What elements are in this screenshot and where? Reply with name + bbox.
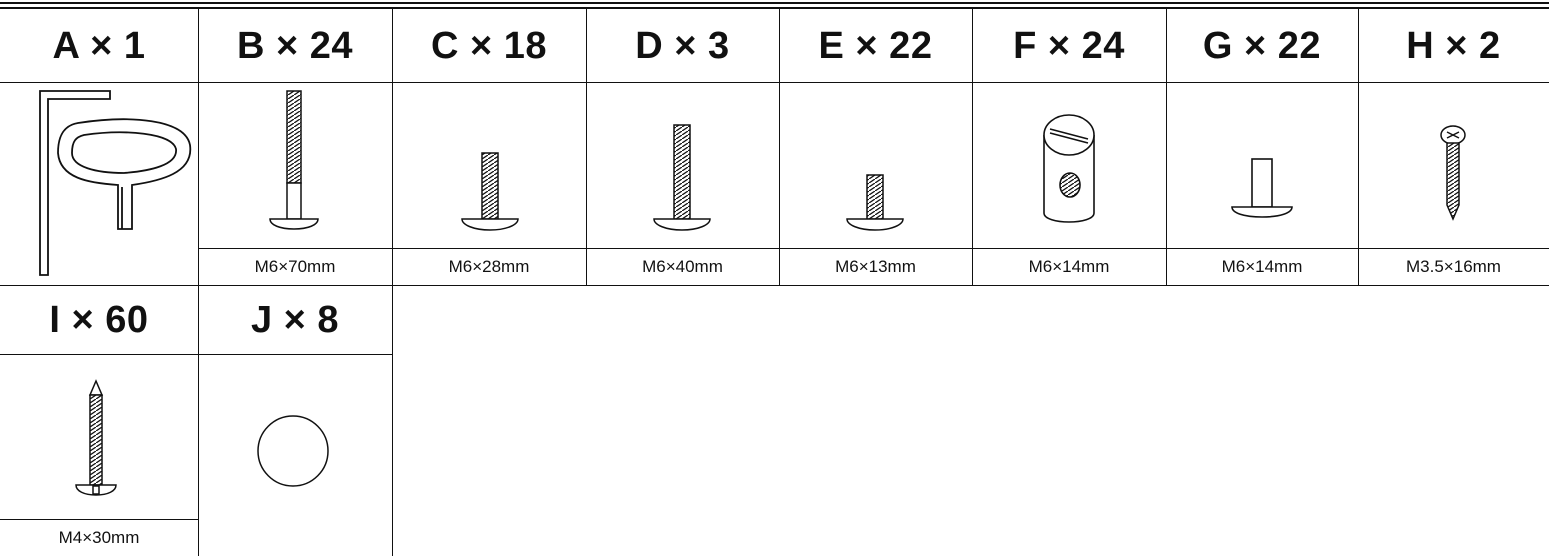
row2-size-line bbox=[0, 519, 198, 520]
part-size: M6×14mm bbox=[1028, 257, 1110, 276]
bolt-icon bbox=[586, 83, 779, 248]
part-heading: E × 22 bbox=[818, 24, 933, 67]
bolt-icon bbox=[392, 83, 586, 248]
row1-bottom-line bbox=[0, 285, 1549, 286]
part-size: M3.5×16mm bbox=[1406, 257, 1501, 276]
part-size: M6×40mm bbox=[642, 257, 723, 276]
part-heading: D × 3 bbox=[635, 24, 730, 67]
grid-divider bbox=[1166, 8, 1167, 286]
grid-divider bbox=[198, 8, 199, 556]
wood-screw-icon bbox=[1358, 83, 1549, 248]
part-heading: C × 18 bbox=[430, 24, 548, 67]
part-heading: F × 24 bbox=[1013, 24, 1125, 67]
row1-header-line bbox=[0, 82, 1549, 83]
grid-divider bbox=[392, 8, 393, 556]
part-heading: A × 1 bbox=[52, 24, 146, 67]
cap-disc-icon bbox=[198, 355, 392, 556]
grid-divider bbox=[1358, 8, 1359, 286]
grid-divider bbox=[586, 8, 587, 286]
part-heading: H × 2 bbox=[1406, 24, 1501, 67]
part-size: M6×14mm bbox=[1221, 257, 1303, 276]
connector-nut-icon bbox=[1166, 83, 1358, 248]
part-heading: I × 60 bbox=[49, 298, 149, 341]
grid-divider bbox=[972, 8, 973, 286]
short-bolt-icon bbox=[779, 83, 972, 248]
row2-header-line bbox=[0, 354, 392, 355]
long-bolt-icon bbox=[198, 83, 392, 248]
part-size: M6×28mm bbox=[448, 257, 530, 276]
part-size: M6×70mm bbox=[254, 257, 336, 276]
part-heading: J × 8 bbox=[250, 298, 340, 341]
barrel-nut-icon bbox=[972, 83, 1166, 248]
part-size: M4×30mm bbox=[58, 528, 140, 547]
hex-key-icon bbox=[0, 83, 198, 285]
top-border bbox=[0, 2, 1549, 4]
part-size: M6×13mm bbox=[835, 257, 916, 276]
part-heading: G × 22 bbox=[1202, 24, 1322, 67]
pointed-screw-icon bbox=[0, 355, 198, 519]
part-heading: B × 24 bbox=[236, 24, 354, 67]
row1-size-line bbox=[198, 248, 1549, 249]
top-border-inner bbox=[0, 7, 1549, 9]
grid-divider bbox=[779, 8, 780, 286]
